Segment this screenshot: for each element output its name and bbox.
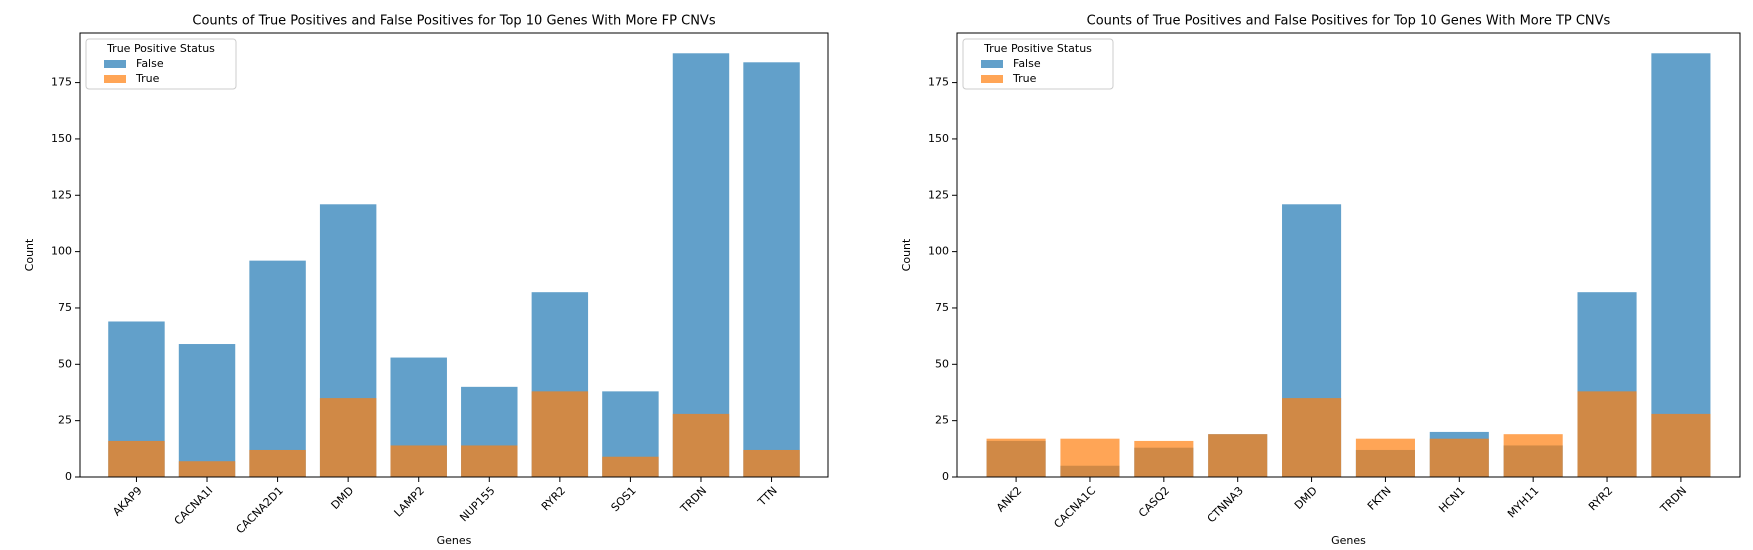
y-tick-label: 25 xyxy=(58,414,72,427)
bar xyxy=(672,53,730,477)
bar xyxy=(986,438,1046,477)
y-tick-label: 0 xyxy=(942,470,949,483)
x-tick-label: CACNA1I xyxy=(172,484,216,528)
bar xyxy=(249,449,306,477)
y-axis-label: Count xyxy=(23,238,36,271)
x-tick-label: HCN1 xyxy=(1436,484,1467,515)
x-tick-label: TRDN xyxy=(1657,484,1689,516)
x-tick-label: RYR2 xyxy=(539,484,568,513)
y-tick-label: 175 xyxy=(928,76,949,89)
bar xyxy=(1503,434,1563,477)
y-tick-label: 150 xyxy=(51,132,72,145)
bar xyxy=(461,445,518,477)
legend-swatch xyxy=(981,75,1003,83)
bar xyxy=(178,344,236,477)
y-tick-label: 50 xyxy=(935,357,949,370)
legend-label: False xyxy=(136,57,164,70)
chart: Counts of True Positives and False Posit… xyxy=(900,14,1741,547)
chart-title: Counts of True Positives and False Posit… xyxy=(1087,14,1611,29)
chart-title: Counts of True Positives and False Posit… xyxy=(192,14,715,29)
bar xyxy=(743,62,800,477)
y-tick-label: 100 xyxy=(928,245,949,258)
bar xyxy=(108,440,165,477)
bar xyxy=(1355,438,1415,477)
x-tick-label: CTNNA3 xyxy=(1205,484,1246,525)
bar xyxy=(319,398,377,477)
axes-frame xyxy=(79,32,829,478)
legend-label: False xyxy=(1013,57,1041,70)
bar xyxy=(602,456,659,477)
legend-title: True Positive Status xyxy=(106,42,215,55)
x-tick-label: CACNA1C xyxy=(1051,484,1098,531)
bar xyxy=(1060,438,1120,477)
x-tick-label: NUP155 xyxy=(457,484,497,524)
axes-frame xyxy=(956,32,1741,478)
bar xyxy=(390,445,447,477)
bar xyxy=(1282,398,1342,477)
bar xyxy=(1651,53,1711,477)
x-tick-label: LAMP2 xyxy=(392,484,427,519)
bar xyxy=(743,449,800,477)
legend-label: True xyxy=(1012,72,1037,85)
legend-title: True Positive Status xyxy=(983,42,1092,55)
chart: Counts of True Positives and False Posit… xyxy=(23,14,829,547)
y-tick-label: 125 xyxy=(51,188,72,201)
x-tick-label: MYH11 xyxy=(1505,484,1541,520)
bar xyxy=(249,260,306,477)
x-tick-label: CACNA2D1 xyxy=(234,484,286,536)
bar xyxy=(1208,434,1268,477)
y-tick-label: 100 xyxy=(51,245,72,258)
x-tick-label: SOS1 xyxy=(609,484,639,514)
x-tick-label: AKAP9 xyxy=(110,484,144,518)
bar xyxy=(1577,391,1637,477)
x-axis-label: Genes xyxy=(1331,534,1366,547)
x-tick-label: RYR2 xyxy=(1586,484,1615,513)
y-tick-label: 75 xyxy=(935,301,949,314)
x-tick-label: ANK2 xyxy=(994,484,1024,514)
legend-label: True xyxy=(135,72,160,85)
legend-swatch xyxy=(104,60,126,68)
bar xyxy=(1429,438,1489,477)
y-tick-label: 50 xyxy=(58,357,72,370)
y-tick-label: 25 xyxy=(935,414,949,427)
legend-swatch xyxy=(981,60,1003,68)
x-tick-label: CASQ2 xyxy=(1136,484,1172,520)
x-axis-label: Genes xyxy=(437,534,472,547)
x-tick-label: TRDN xyxy=(677,484,709,516)
y-tick-label: 125 xyxy=(928,188,949,201)
bar xyxy=(1134,440,1194,477)
y-tick-label: 75 xyxy=(58,301,72,314)
x-tick-label: FKTN xyxy=(1365,484,1394,513)
x-tick-label: TTN xyxy=(755,484,780,509)
y-axis-label: Count xyxy=(900,238,913,271)
bar xyxy=(178,461,236,477)
bar xyxy=(672,413,730,477)
bar xyxy=(1651,413,1711,477)
x-tick-label: DMD xyxy=(329,484,357,512)
bar xyxy=(531,391,589,477)
y-tick-label: 150 xyxy=(928,132,949,145)
y-tick-label: 175 xyxy=(51,76,72,89)
legend-swatch xyxy=(104,75,126,83)
x-tick-label: DMD xyxy=(1292,484,1320,512)
y-tick-label: 0 xyxy=(65,470,72,483)
